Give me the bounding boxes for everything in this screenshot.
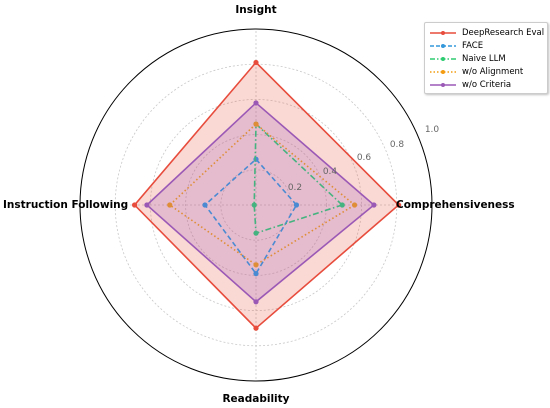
axis-label-insight: Insight	[235, 4, 276, 16]
legend: DeepResearch Eval FACE Naive LLM w/o Ali…	[424, 22, 548, 94]
axis-label-readability: Readability	[222, 393, 289, 405]
series-3-polygon	[168, 122, 356, 266]
axis-label-instruction-following: Instruction Following	[3, 199, 128, 211]
legend-swatch-wo-criteria	[430, 82, 456, 87]
series-2-point-3	[253, 230, 259, 236]
tick-label: 0.2	[288, 183, 302, 193]
tick-label: 0.4	[323, 167, 338, 177]
series-3-point-0	[351, 202, 358, 208]
series-4-point-2	[144, 202, 150, 208]
series-layer	[131, 59, 402, 331]
tick-label: 0.8	[390, 140, 405, 150]
series-4-polygon	[145, 101, 376, 303]
series-3-point-2	[167, 202, 173, 208]
grid-circle	[185, 134, 327, 276]
legend-item: w/o Alignment	[429, 65, 543, 78]
legend-swatch-naive-llm	[430, 56, 456, 61]
legend-swatch-deepresearch-eval	[430, 30, 456, 35]
series-1-point-3	[253, 271, 259, 277]
legend-item: FACE	[429, 39, 543, 52]
legend-label: w/o Criteria	[462, 79, 512, 90]
series-2-point-2	[251, 202, 257, 208]
series-0-point-3	[253, 325, 259, 331]
legend-label: Naive LLM	[462, 53, 506, 64]
legend-label: FACE	[462, 40, 484, 51]
axis-label-comprehensiveness: Comprehensiveness	[396, 199, 515, 211]
legend-label: DeepResearch Eval	[462, 27, 545, 38]
series-4-point-0	[371, 202, 377, 208]
series-1-point-0	[293, 202, 300, 208]
series-4-point-3	[253, 299, 259, 305]
series-0-point-0	[395, 202, 402, 208]
series-2-point-0	[339, 202, 345, 208]
legend-label: w/o Alignment	[462, 66, 524, 77]
legend-item: w/o Criteria	[429, 78, 543, 91]
series-3-point-3	[253, 262, 259, 268]
series-1-point-2	[202, 202, 208, 208]
tick-label: 0.6	[357, 153, 372, 163]
series-0-point-2	[131, 202, 138, 208]
series-2-polygon	[253, 122, 344, 235]
legend-swatch-wo-alignment	[430, 69, 456, 74]
legend-item: DeepResearch Eval	[429, 26, 545, 39]
series-4-point-1	[253, 100, 259, 106]
legend-item: Naive LLM	[429, 52, 543, 65]
tick-label: 1.0	[425, 125, 440, 135]
label-layer: Comprehensiveness Insight Instruction Fo…	[3, 4, 515, 405]
grid-circle	[220, 169, 292, 241]
series-3-point-1	[253, 121, 259, 127]
outer-circle	[79, 28, 433, 382]
legend-swatch-face	[430, 43, 456, 48]
series-0-point-1	[253, 59, 259, 66]
